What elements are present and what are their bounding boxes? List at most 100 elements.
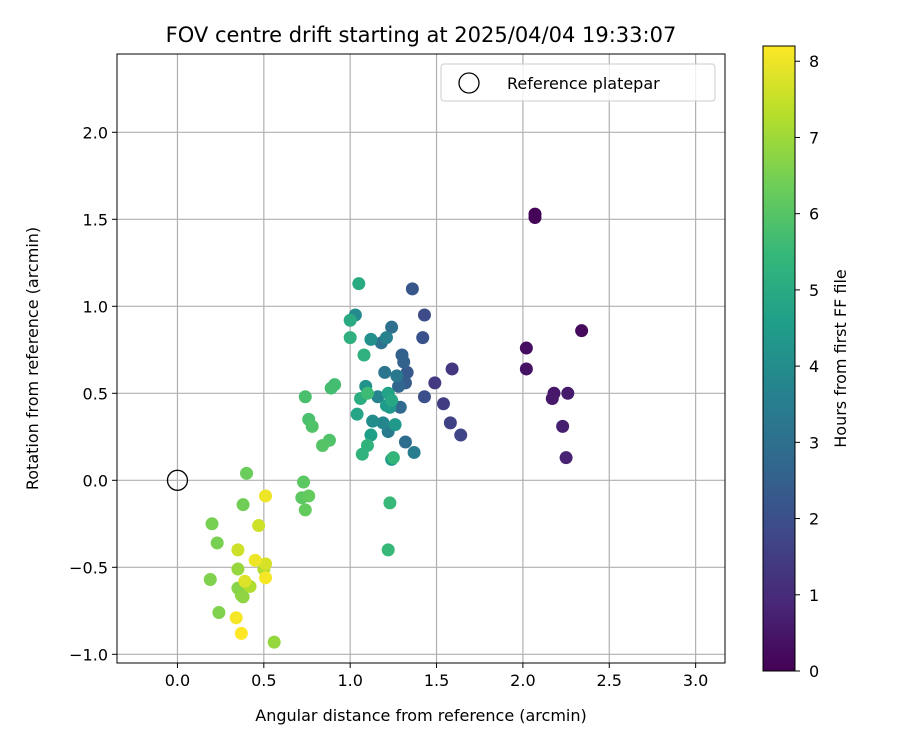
data-point (298, 503, 312, 517)
colorbar-tick-label: 3 (809, 433, 819, 452)
colorbar-tick-label: 1 (809, 586, 819, 605)
data-points (203, 207, 589, 649)
data-point (392, 379, 406, 393)
y-tick-label: 1.5 (83, 210, 108, 229)
data-point (416, 331, 430, 345)
colorbar-tick-label: 7 (809, 128, 819, 147)
data-point (405, 282, 419, 296)
colorbar-label: Hours from first FF file (831, 269, 850, 448)
colorbar-tick-label: 4 (809, 357, 819, 376)
data-point (355, 447, 369, 461)
data-point (428, 376, 442, 390)
x-tick-label: 2.5 (597, 671, 622, 690)
data-point (454, 428, 468, 442)
data-point (364, 332, 378, 346)
data-point (400, 365, 414, 379)
legend-box (440, 63, 716, 102)
reference-platepar-marker (166, 469, 189, 491)
data-point (205, 517, 219, 531)
data-point (379, 331, 393, 345)
data-point (259, 557, 273, 571)
data-point (390, 369, 404, 383)
colorbar-tick-label: 6 (809, 205, 819, 224)
data-point (238, 574, 252, 588)
data-point (371, 390, 385, 404)
x-tick-label: 0.5 (251, 671, 276, 690)
data-point (343, 331, 357, 345)
data-point (364, 428, 378, 442)
data-point (212, 606, 226, 620)
data-point (556, 419, 570, 433)
x-tick-label: 1.5 (424, 671, 449, 690)
colorbar-tick-label: 2 (809, 510, 819, 529)
data-point (252, 519, 266, 533)
data-point (383, 496, 397, 510)
data-point (236, 590, 250, 604)
x-tick-label: 2.0 (510, 671, 535, 690)
y-tick-label: 0.5 (83, 384, 108, 403)
data-point (559, 451, 573, 465)
colorbar-tick-label: 8 (809, 52, 819, 71)
chart-title: FOV centre drift starting at 2025/04/04 … (166, 23, 677, 47)
data-point (357, 348, 371, 362)
data-point (519, 362, 533, 376)
y-axis-ticks: −1.0 −0.5 0.0 0.5 1.0 1.5 2.0 (69, 123, 117, 664)
y-axis-label: Rotation from reference (arcmin) (23, 227, 42, 490)
data-point (297, 475, 311, 489)
legend-entry-label: Reference platepar (507, 74, 660, 93)
data-point (352, 277, 366, 291)
data-point (385, 393, 399, 407)
colorbar (762, 45, 796, 672)
data-point (445, 362, 459, 376)
data-point (248, 553, 262, 567)
data-point (398, 435, 412, 449)
data-point (417, 390, 431, 404)
data-point (386, 451, 400, 465)
data-point (236, 498, 250, 512)
data-point (519, 341, 533, 355)
y-tick-label: 0.0 (83, 471, 108, 490)
data-point (545, 392, 559, 406)
x-tick-label: 1.0 (337, 671, 362, 690)
data-point (302, 489, 316, 503)
data-point (240, 466, 254, 480)
x-tick-label: 0.0 (165, 671, 190, 690)
data-point (267, 635, 281, 649)
data-point (443, 416, 457, 430)
data-point (234, 626, 248, 640)
data-point (528, 211, 542, 225)
data-point (436, 397, 450, 411)
data-point (231, 543, 245, 557)
data-point (388, 418, 402, 432)
legend-reference-marker (458, 72, 480, 94)
data-point (203, 572, 217, 586)
y-tick-label: −1.0 (69, 645, 108, 664)
data-point (385, 320, 399, 334)
data-point (381, 543, 395, 557)
x-axis-label: Angular distance from reference (arcmin) (255, 706, 586, 725)
colorbar-tick-label: 0 (809, 662, 819, 681)
data-point (343, 313, 357, 327)
colorbar-tick-label: 5 (809, 281, 819, 300)
data-point (575, 324, 589, 338)
data-point (305, 419, 319, 433)
reference-marker-group (166, 469, 189, 491)
data-point (259, 489, 273, 503)
x-axis-ticks: 0.0 0.5 1.0 1.5 2.0 2.5 3.0 (165, 663, 708, 690)
data-point (259, 571, 273, 585)
data-point (229, 611, 243, 625)
data-point (350, 407, 364, 421)
data-point (397, 355, 411, 369)
colorbar-ticks: 0 1 2 3 4 5 6 7 8 (795, 52, 819, 681)
y-tick-label: 2.0 (83, 123, 108, 142)
data-point (376, 416, 390, 430)
data-point (561, 386, 575, 400)
legend: Reference platepar (440, 63, 716, 102)
data-point (316, 439, 330, 452)
data-point (407, 445, 421, 459)
data-point (417, 308, 431, 322)
data-point (298, 390, 312, 404)
data-point (324, 381, 338, 395)
data-point (360, 386, 374, 400)
